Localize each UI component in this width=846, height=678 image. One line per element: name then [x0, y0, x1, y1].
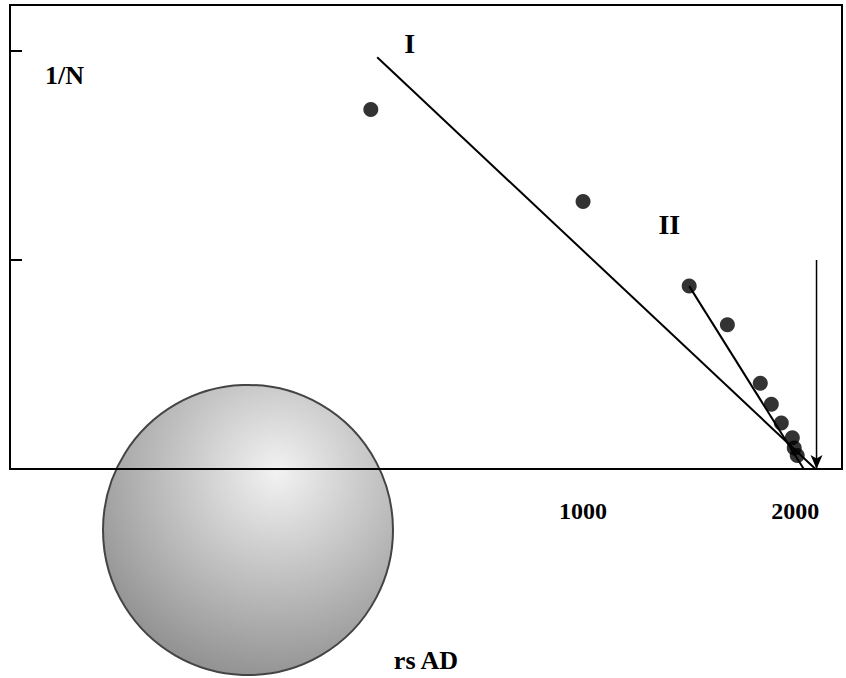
- svg-text:I: I: [404, 28, 415, 59]
- svg-text:rs AD: rs AD: [394, 646, 458, 675]
- svg-text:II: II: [658, 209, 680, 240]
- svg-text:1/N: 1/N: [45, 61, 84, 90]
- svg-text:1000: 1000: [559, 498, 607, 524]
- svg-text:2000: 2000: [771, 498, 819, 524]
